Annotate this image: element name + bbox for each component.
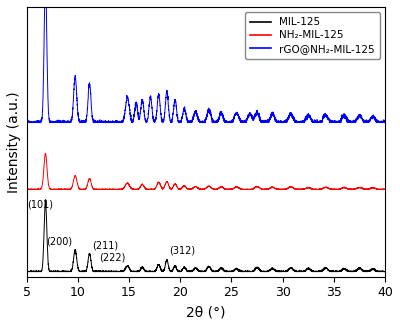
Text: (211): (211) [92, 240, 118, 250]
X-axis label: 2θ (°): 2θ (°) [186, 305, 226, 319]
Text: (101): (101) [27, 200, 53, 210]
Text: (200): (200) [46, 237, 73, 246]
Y-axis label: Intensity (a.u.): Intensity (a.u.) [7, 91, 21, 193]
Text: (312): (312) [169, 246, 195, 256]
Text: (222): (222) [100, 252, 126, 262]
Legend: MIL-125, NH₂-MIL-125, rGO@NH₂-MIL-125: MIL-125, NH₂-MIL-125, rGO@NH₂-MIL-125 [245, 12, 380, 59]
